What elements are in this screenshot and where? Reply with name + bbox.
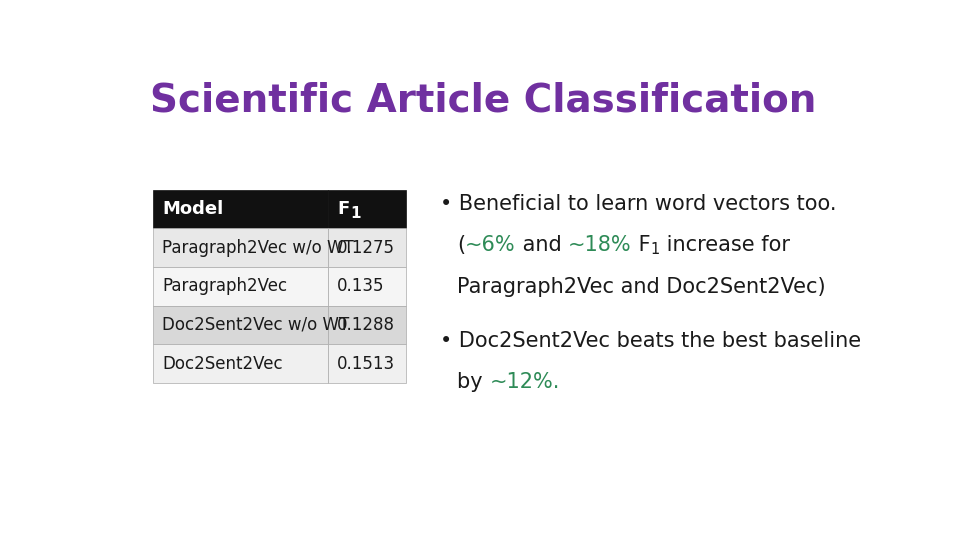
- FancyBboxPatch shape: [154, 190, 328, 228]
- Text: 0.135: 0.135: [337, 277, 385, 295]
- FancyBboxPatch shape: [328, 344, 406, 383]
- Text: 0.1275: 0.1275: [337, 239, 396, 256]
- Text: increase for: increase for: [660, 235, 790, 255]
- Text: Paragraph2Vec w/o WT: Paragraph2Vec w/o WT: [162, 239, 354, 256]
- Text: ~18%: ~18%: [568, 235, 632, 255]
- Text: Paragraph2Vec and Doc2Sent2Vec): Paragraph2Vec and Doc2Sent2Vec): [457, 277, 826, 297]
- Text: F: F: [632, 235, 651, 255]
- Text: Doc2Sent2Vec: Doc2Sent2Vec: [162, 355, 283, 373]
- Text: 0.1513: 0.1513: [337, 355, 396, 373]
- Text: ~12%.: ~12%.: [490, 373, 560, 393]
- Text: Paragraph2Vec: Paragraph2Vec: [162, 277, 288, 295]
- Text: Scientific Article Classification: Scientific Article Classification: [150, 82, 816, 119]
- Text: F: F: [337, 200, 349, 218]
- FancyBboxPatch shape: [154, 306, 328, 344]
- FancyBboxPatch shape: [328, 267, 406, 306]
- FancyBboxPatch shape: [154, 344, 328, 383]
- Text: • Doc2Sent2Vec beats the best baseline: • Doc2Sent2Vec beats the best baseline: [440, 331, 861, 351]
- Text: and: and: [516, 235, 568, 255]
- FancyBboxPatch shape: [328, 228, 406, 267]
- Text: Doc2Sent2Vec w/o WT: Doc2Sent2Vec w/o WT: [162, 316, 349, 334]
- Text: 0.1288: 0.1288: [337, 316, 396, 334]
- FancyBboxPatch shape: [328, 190, 406, 228]
- FancyBboxPatch shape: [328, 306, 406, 344]
- Text: Model: Model: [162, 200, 224, 218]
- Text: 1: 1: [350, 206, 361, 220]
- Text: ~6%: ~6%: [466, 235, 516, 255]
- Text: (: (: [457, 235, 466, 255]
- Text: by: by: [457, 373, 490, 393]
- Text: • Beneficial to learn word vectors too.: • Beneficial to learn word vectors too.: [440, 194, 836, 214]
- FancyBboxPatch shape: [154, 228, 328, 267]
- FancyBboxPatch shape: [154, 267, 328, 306]
- Text: 1: 1: [651, 242, 660, 257]
